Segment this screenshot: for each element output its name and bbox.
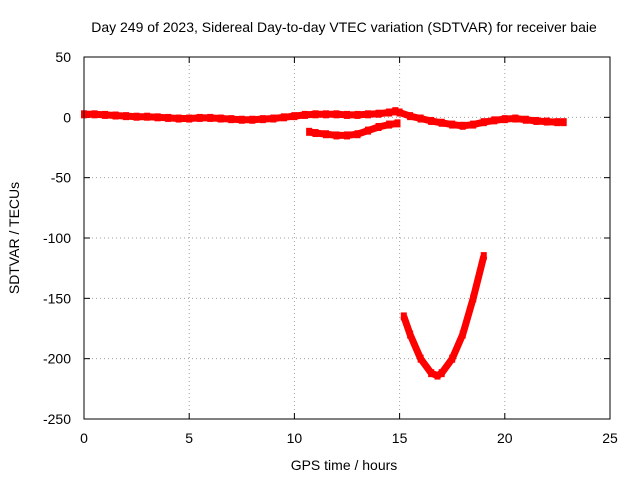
- data-point: [449, 120, 456, 129]
- y-tick-label: -250: [43, 411, 71, 427]
- data-point: [196, 113, 203, 122]
- data-point: [333, 110, 340, 119]
- data-point: [344, 110, 350, 119]
- series-line-3: [308, 119, 398, 139]
- data-point: [365, 126, 372, 135]
- data-point: [512, 114, 519, 123]
- data-point: [354, 130, 361, 139]
- data-point: [407, 330, 414, 339]
- series-layer: [81, 107, 567, 380]
- data-point: [228, 115, 235, 124]
- data-point: [312, 110, 319, 119]
- data-point: [312, 129, 319, 138]
- data-point: [333, 131, 340, 140]
- data-point: [249, 115, 256, 124]
- data-point: [291, 112, 298, 121]
- y-tick-label: -200: [43, 351, 71, 367]
- data-point: [417, 114, 424, 123]
- y-tick-label: -150: [43, 290, 71, 306]
- data-point: [91, 110, 98, 119]
- data-point: [207, 113, 214, 122]
- data-point: [154, 113, 161, 122]
- data-point: [354, 110, 361, 119]
- data-point: [165, 113, 172, 122]
- data-point: [301, 110, 308, 119]
- data-point: [386, 120, 393, 129]
- x-tick-label: 15: [392, 430, 408, 446]
- data-point: [175, 114, 182, 123]
- data-point: [407, 112, 414, 121]
- data-point: [375, 122, 382, 131]
- data-point: [417, 354, 424, 363]
- plot-frame: [83, 56, 611, 420]
- data-point: [501, 115, 508, 124]
- data-point: [365, 110, 372, 119]
- data-point: [322, 130, 329, 139]
- data-point: [434, 371, 441, 380]
- y-tick-label: 50: [55, 49, 71, 65]
- data-point: [560, 118, 567, 127]
- data-point: [459, 121, 466, 130]
- data-point: [270, 114, 277, 123]
- y-tick-label: -100: [43, 230, 71, 246]
- data-point: [438, 118, 445, 127]
- data-point: [522, 115, 529, 124]
- data-point: [438, 369, 445, 378]
- chart-title: Day 249 of 2023, Sidereal Day-to-day VTE…: [91, 19, 597, 35]
- data-point: [280, 113, 287, 122]
- data-point: [396, 108, 403, 117]
- data-point: [259, 115, 266, 124]
- x-tick-label: 0: [80, 430, 88, 446]
- x-tick-label: 10: [287, 430, 303, 446]
- data-point: [459, 330, 466, 339]
- data-point: [238, 115, 245, 124]
- y-axis-label: SDTVAR / TECUs: [6, 182, 22, 294]
- x-tick-label: 20: [497, 430, 513, 446]
- data-point: [392, 107, 399, 116]
- data-point: [480, 252, 487, 261]
- data-point: [533, 116, 540, 125]
- data-point: [394, 119, 401, 128]
- data-point: [217, 114, 224, 123]
- data-point: [449, 354, 456, 363]
- data-point: [491, 116, 498, 125]
- data-point: [543, 117, 550, 126]
- x-axis-label: GPS time / hours: [291, 457, 398, 473]
- data-point: [306, 127, 313, 136]
- data-point: [123, 112, 130, 121]
- data-point: [322, 110, 329, 119]
- data-point: [102, 110, 109, 119]
- x-tick-label: 25: [602, 430, 618, 446]
- data-point: [470, 120, 477, 129]
- y-tick-label: 0: [63, 109, 71, 125]
- data-point: [470, 294, 477, 303]
- data-point: [112, 111, 119, 120]
- data-point: [186, 114, 193, 123]
- tick-labels: 0 5 10 15 20 25 -250 -200 -150 -100 -50 0 50: [43, 49, 618, 446]
- data-point: [480, 118, 487, 127]
- data-point: [400, 312, 407, 321]
- data-point: [144, 112, 151, 121]
- data-point: [375, 109, 382, 118]
- data-point: [386, 108, 393, 117]
- data-point: [428, 369, 435, 378]
- x-tick-label: 5: [185, 430, 193, 446]
- data-point: [428, 116, 435, 125]
- y-tick-label: -50: [51, 170, 71, 186]
- data-point: [133, 112, 140, 121]
- data-point: [554, 118, 561, 127]
- data-point: [344, 131, 350, 140]
